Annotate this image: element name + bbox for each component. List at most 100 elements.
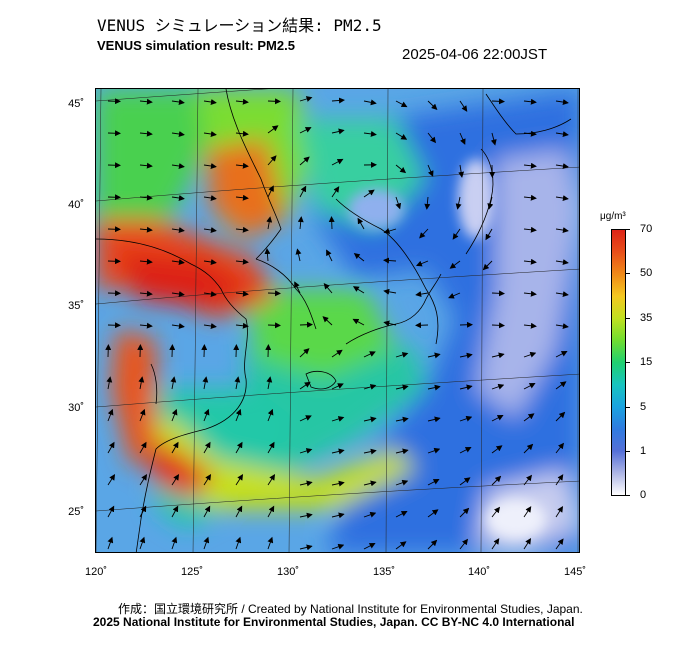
wind-arrow bbox=[459, 132, 466, 145]
wind-arrow bbox=[395, 448, 409, 455]
wind-arrow bbox=[203, 131, 217, 137]
wind-arrow bbox=[299, 321, 313, 328]
wind-arrow bbox=[523, 383, 536, 390]
wind-arrow bbox=[299, 381, 311, 390]
wind-arrow bbox=[555, 291, 569, 298]
wind-arrow bbox=[299, 185, 307, 198]
wind-arrow bbox=[449, 260, 461, 269]
wind-arrow bbox=[171, 195, 185, 201]
wind-arrow bbox=[555, 259, 569, 266]
wind-arrow bbox=[555, 195, 569, 202]
colorbar-label-1: 1 bbox=[640, 445, 647, 457]
wind-arrow bbox=[203, 505, 211, 518]
wind-arrow bbox=[363, 416, 377, 423]
wind-arrow bbox=[139, 194, 153, 201]
latitude-label-30: 30˚ bbox=[68, 402, 84, 414]
wind-arrow bbox=[331, 543, 345, 550]
wind-arrow bbox=[427, 509, 439, 518]
copyright-line: 2025 National Institute for Environmenta… bbox=[93, 615, 575, 629]
wind-arrow bbox=[299, 544, 313, 551]
colorbar-label-5: 5 bbox=[640, 401, 647, 413]
wind-arrow bbox=[171, 536, 178, 550]
longitude-label-145: 145˚ bbox=[563, 566, 587, 578]
wind-arrow bbox=[459, 352, 473, 359]
wind-arrow bbox=[171, 505, 179, 518]
wind-arrow bbox=[235, 505, 243, 518]
wind-arrow bbox=[363, 130, 377, 137]
wind-arrow bbox=[491, 445, 503, 454]
wind-arrow bbox=[203, 227, 217, 233]
wind-arrow bbox=[171, 227, 185, 233]
wind-arrow bbox=[555, 538, 564, 550]
wind-arrow bbox=[294, 281, 301, 294]
wind-arrow bbox=[383, 320, 397, 327]
wind-arrow bbox=[363, 480, 377, 487]
wind-arrow bbox=[331, 349, 343, 358]
wind-arrow bbox=[235, 258, 249, 265]
wind-arrow bbox=[267, 125, 279, 134]
wind-arrow bbox=[171, 131, 185, 137]
wind-arrow bbox=[171, 163, 185, 169]
wind-arrow bbox=[139, 322, 153, 329]
wind-arrow bbox=[491, 538, 500, 550]
wind-arrow bbox=[363, 384, 377, 390]
wind-arrow bbox=[353, 252, 365, 262]
wind-arrow bbox=[555, 442, 565, 454]
wind-arrow bbox=[427, 352, 441, 359]
wind-arrow bbox=[328, 216, 335, 230]
wind-arrow bbox=[523, 443, 534, 454]
wind-arrow bbox=[523, 351, 537, 358]
wind-vectors bbox=[105, 96, 569, 551]
wind-arrow bbox=[395, 164, 407, 174]
wind-arrow bbox=[459, 415, 473, 422]
wind-arrow bbox=[523, 194, 537, 201]
wind-arrow bbox=[139, 130, 153, 137]
wind-arrow bbox=[555, 411, 566, 422]
wind-arrow bbox=[555, 506, 564, 518]
wind-arrow bbox=[452, 228, 461, 240]
wind-arrow bbox=[266, 216, 273, 230]
latitude-label-25: 25˚ bbox=[68, 506, 84, 518]
wind-arrow bbox=[295, 248, 302, 262]
wind-arrow bbox=[299, 156, 310, 166]
wind-arrow bbox=[482, 260, 493, 271]
wind-arrow bbox=[203, 441, 211, 454]
wind-arrow bbox=[415, 291, 429, 298]
wind-arrow bbox=[139, 505, 147, 518]
wind-arrow bbox=[235, 130, 249, 137]
wind-arrow bbox=[264, 248, 271, 262]
wind-arrow bbox=[455, 196, 462, 210]
wind-arrow bbox=[427, 416, 441, 423]
wind-arrow bbox=[139, 408, 146, 422]
wind-arrow bbox=[171, 291, 185, 297]
wind-arrow bbox=[555, 99, 569, 106]
wind-arrow bbox=[267, 185, 274, 198]
wind-arrow bbox=[139, 441, 147, 454]
wind-arrow bbox=[267, 290, 281, 297]
wind-arrow bbox=[523, 258, 537, 265]
wind-arrow bbox=[523, 130, 537, 137]
wind-arrow bbox=[459, 447, 472, 454]
wind-arrow bbox=[427, 132, 437, 144]
wind-arrow bbox=[203, 163, 217, 169]
wind-arrow bbox=[383, 257, 397, 264]
latitude-label-35: 35˚ bbox=[68, 300, 84, 312]
wind-arrow bbox=[555, 131, 569, 138]
wind-arrow bbox=[299, 348, 310, 358]
wind-arrow bbox=[203, 195, 217, 201]
wind-arrow bbox=[395, 541, 407, 550]
wind-arrow bbox=[267, 98, 281, 105]
wind-arrow bbox=[395, 196, 402, 210]
wind-arrow bbox=[331, 97, 345, 104]
colorbar-label-0: 0 bbox=[640, 489, 647, 501]
wind-arrow bbox=[555, 351, 568, 358]
wind-arrow bbox=[523, 413, 535, 422]
credit-line: 作成：国立環境研究所 / Created by National Institu… bbox=[118, 602, 583, 616]
wind-arrow bbox=[297, 216, 304, 230]
wind-arrow bbox=[203, 99, 217, 105]
wind-arrow bbox=[523, 226, 537, 233]
wind-arrow bbox=[427, 164, 434, 177]
wind-arrow bbox=[170, 376, 177, 390]
wind-arrow bbox=[395, 100, 408, 108]
wind-arrow bbox=[267, 536, 274, 550]
